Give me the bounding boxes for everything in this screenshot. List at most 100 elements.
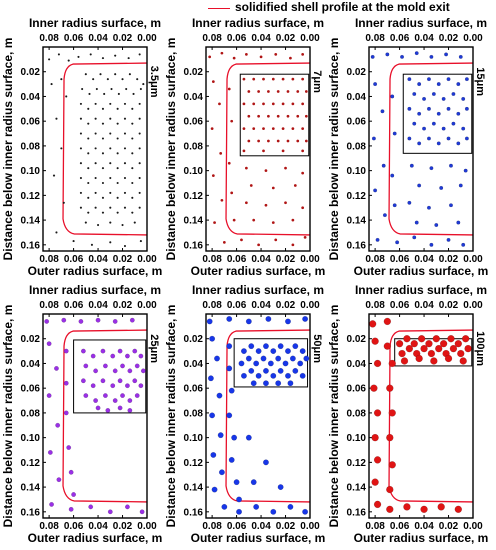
- x-tick-label-bottom: 0.00: [300, 254, 320, 265]
- particle-point: [127, 398, 133, 403]
- particle-point: [214, 355, 220, 362]
- particle-point: [226, 365, 233, 372]
- particle-point: [97, 223, 100, 227]
- particle-point: [66, 445, 72, 450]
- axes-frame: [205, 46, 311, 252]
- particle-point: [464, 344, 472, 353]
- particle-point: [233, 479, 240, 486]
- particle-point: [207, 375, 214, 382]
- particle-point: [247, 90, 251, 93]
- particle-point: [446, 237, 451, 242]
- particle-point: [296, 90, 300, 93]
- particle-size-label: 15μm: [474, 67, 486, 96]
- particle-point: [109, 241, 112, 244]
- particle-point: [248, 343, 255, 350]
- y-tick-label: 0.02: [347, 334, 367, 345]
- y-axis-title: Distance below inner radius surface, m: [164, 38, 178, 261]
- particle-point: [386, 433, 394, 442]
- y-tick-label: 0.10: [347, 433, 367, 444]
- particle-point: [220, 198, 224, 202]
- x-tick-label-bottom: 0.02: [439, 521, 459, 532]
- particle-point: [463, 168, 468, 173]
- particle-point: [417, 183, 422, 188]
- particle-point: [287, 503, 294, 510]
- particle-point: [140, 368, 146, 374]
- particle-point: [409, 163, 414, 168]
- particle-point: [123, 117, 127, 120]
- particle-point: [138, 383, 144, 389]
- particle-point: [131, 167, 134, 170]
- particle-point: [403, 503, 411, 511]
- particle-point: [83, 363, 89, 369]
- particle-point: [252, 77, 256, 81]
- particle-point: [432, 335, 440, 343]
- x-tick-label-bottom: 0.02: [439, 254, 459, 265]
- particle-point: [123, 162, 127, 165]
- zoom-box: [233, 338, 309, 388]
- shell-profile-line: [388, 329, 474, 503]
- particle-point: [110, 353, 116, 359]
- particle-point: [257, 139, 260, 143]
- particle-point: [238, 360, 245, 367]
- particle-point: [138, 206, 141, 209]
- particle-point: [373, 500, 382, 509]
- particle-point: [371, 478, 379, 486]
- y-tick-label: 0.04: [184, 92, 204, 103]
- particle-point: [131, 196, 134, 199]
- particle-point: [139, 509, 145, 515]
- particle-point: [270, 348, 277, 355]
- particle-point: [301, 53, 305, 56]
- x-tick-label-bottom: 0.00: [137, 254, 157, 265]
- particle-point: [216, 392, 223, 399]
- particle-point: [232, 218, 236, 222]
- particle-point: [109, 221, 112, 224]
- particle-point: [436, 141, 441, 146]
- x-tick-label-bottom: 0.08: [365, 521, 385, 532]
- particle-point: [230, 119, 234, 123]
- particle-point: [446, 77, 451, 82]
- y-tick-label: 0.08: [21, 141, 41, 152]
- particle-point: [210, 452, 217, 458]
- legend: solidified shell profile at the mold exi…: [208, 0, 494, 15]
- particle-point: [94, 177, 97, 180]
- x-axis-title-bottom: Outer radius surface, m: [354, 264, 489, 278]
- particle-point: [446, 136, 451, 141]
- particle-point: [286, 139, 290, 143]
- particle-point: [219, 151, 223, 155]
- particle-point: [55, 231, 58, 234]
- y-axis-title: Distance below inner radius surface, m: [327, 305, 341, 528]
- particle-point: [276, 114, 280, 118]
- particle-point: [267, 139, 270, 143]
- particle-point: [94, 191, 97, 194]
- particle-point: [221, 503, 228, 510]
- x-tick-label-bottom: 0.08: [39, 254, 59, 265]
- axes-frame: [205, 313, 311, 519]
- particle-point: [267, 90, 270, 93]
- particle-point: [395, 240, 400, 245]
- particle-point: [386, 384, 394, 392]
- particle-point: [271, 186, 275, 190]
- particle-point: [84, 221, 87, 224]
- particle-point: [447, 335, 455, 343]
- particle-point: [209, 412, 216, 419]
- particle-point: [426, 136, 431, 141]
- particle-point: [245, 53, 248, 56]
- scatter-panel-4: Inner radius surface, m Outer radius surf…: [1, 283, 162, 545]
- particle-point: [271, 127, 275, 130]
- y-tick-label: 0.14: [21, 483, 41, 494]
- y-tick-label: 0.06: [184, 117, 204, 128]
- particle-point: [383, 317, 392, 326]
- y-tick-label: 0.06: [347, 384, 367, 395]
- scatter-panel-5: Inner radius surface, m Outer radius surf…: [164, 283, 325, 545]
- particle-point: [63, 348, 69, 354]
- x-tick-label-bottom: 0.08: [39, 521, 59, 532]
- particle-point: [375, 237, 380, 242]
- particle-point: [456, 220, 461, 225]
- particle-point: [284, 201, 287, 205]
- particle-point: [420, 505, 428, 514]
- particle-point: [262, 127, 265, 130]
- particle-point: [87, 181, 90, 185]
- y-tick-label: 0.04: [184, 359, 204, 370]
- particle-point: [253, 503, 260, 510]
- x-tick-label-top: 0.06: [227, 300, 247, 311]
